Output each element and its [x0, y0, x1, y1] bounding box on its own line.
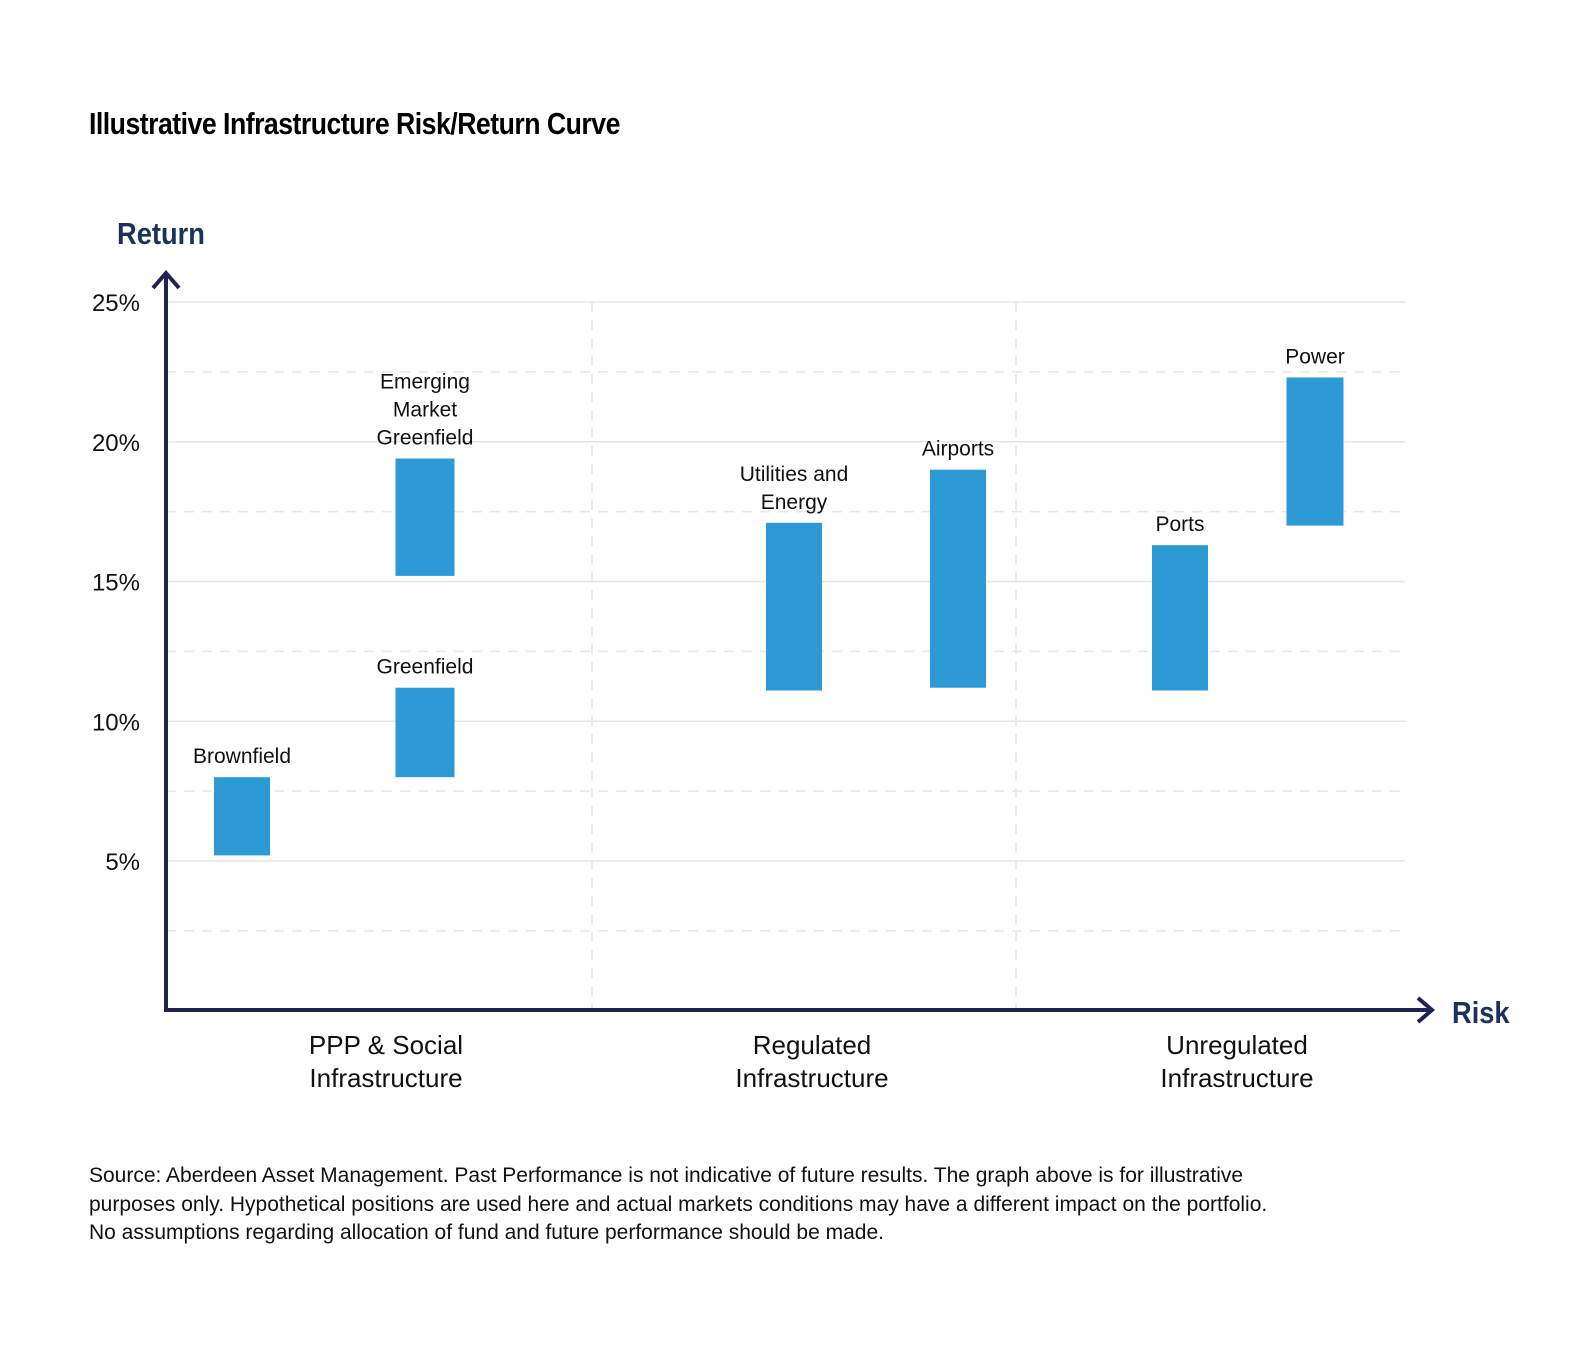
bar-label: Energy	[761, 491, 828, 514]
group-label: Regulated	[753, 1030, 872, 1060]
bar-power	[1286, 377, 1344, 526]
group-label: Infrastructure	[309, 1063, 462, 1093]
y-axis-arrow-icon	[151, 269, 181, 290]
bar-airports	[930, 469, 986, 688]
footnote-line: Source: Aberdeen Asset Management. Past …	[89, 1164, 1244, 1187]
bar-label: Greenfield	[377, 656, 474, 679]
bar-label: Utilities and	[740, 463, 849, 486]
bar-ports	[1152, 545, 1208, 691]
footnote-line: purposes only. Hypothetical positions ar…	[89, 1192, 1268, 1216]
group-label: PPP & Social	[309, 1030, 463, 1060]
x-axis-arrow-icon	[1416, 996, 1436, 1024]
y-tick-label: 5%	[105, 849, 140, 876]
bar-utilities-and-energy	[766, 522, 822, 691]
footnote-line: No assumptions regarding allocation of f…	[89, 1221, 884, 1244]
chart-title: Illustrative Infrastructure Risk/Return …	[89, 106, 620, 141]
y-tick-label: 10%	[92, 709, 140, 736]
group-label: Infrastructure	[735, 1063, 888, 1093]
group-label: Infrastructure	[1160, 1063, 1313, 1093]
bar-label: Brownfield	[193, 745, 291, 768]
group-label: Unregulated	[1166, 1030, 1308, 1060]
bar-label: Greenfield	[377, 427, 474, 450]
bar-label: Emerging	[380, 371, 470, 394]
x-axis-title: Risk	[1452, 996, 1510, 1030]
chart: 5% 10% 15% 20% 25% Brownfield Greenfield Emergi…	[92, 217, 1510, 1093]
y-tick-label: 20%	[92, 430, 140, 457]
bar-greenfield	[395, 687, 455, 778]
bar-emerging-market-greenfield	[395, 458, 455, 576]
bar-brownfield	[214, 777, 270, 856]
bar-label: Airports	[922, 438, 994, 461]
y-axis-title: Return	[117, 217, 205, 251]
bar-label: Power	[1285, 345, 1345, 368]
y-tick-label: 25%	[92, 290, 140, 317]
footnote: Source: Aberdeen Asset Management. Past …	[89, 1162, 1509, 1248]
y-tick-label: 15%	[92, 570, 140, 597]
bar-label: Ports	[1155, 513, 1204, 536]
bar-label: Market	[393, 399, 457, 422]
